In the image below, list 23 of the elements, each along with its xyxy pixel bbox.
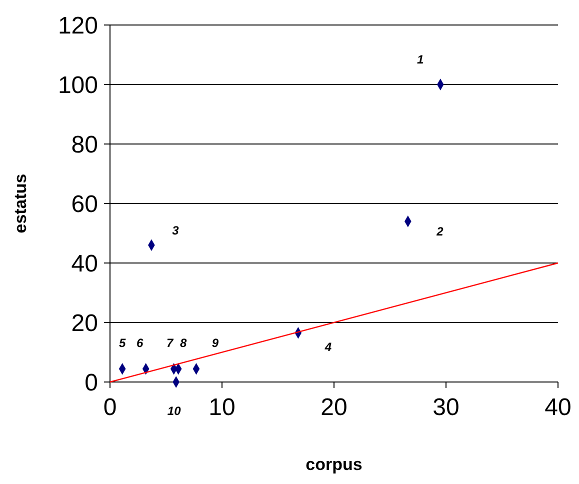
x-tick-label: 20 (320, 394, 348, 421)
x-tick-label: 10 (208, 394, 236, 421)
annotation: 9 (212, 336, 219, 350)
x-tick-label: 0 (103, 394, 117, 421)
y-tick-label: 120 (58, 12, 98, 40)
annotation: 8 (180, 336, 187, 350)
annotation: 5 (118, 336, 126, 350)
y-tick-label: 60 (71, 190, 98, 218)
y-tick-label: 0 (84, 369, 98, 396)
annotation: 6 (136, 336, 144, 350)
x-axis-title: corpus (306, 455, 362, 474)
y-tick-label: 20 (71, 310, 98, 337)
y-axis-title: estatus (11, 174, 30, 234)
y-tick-label: 40 (71, 250, 98, 278)
y-tick-label: 80 (71, 131, 98, 158)
annotation: 1 (417, 52, 424, 67)
y-tick-label: 100 (58, 72, 98, 99)
x-tick-label: 40 (544, 394, 572, 421)
annotation: 4 (324, 340, 332, 354)
x-tick-label: 30 (432, 394, 460, 421)
annotation: 3 (172, 223, 180, 238)
annotation: 7 (166, 336, 174, 350)
annotation: 2 (436, 224, 444, 239)
